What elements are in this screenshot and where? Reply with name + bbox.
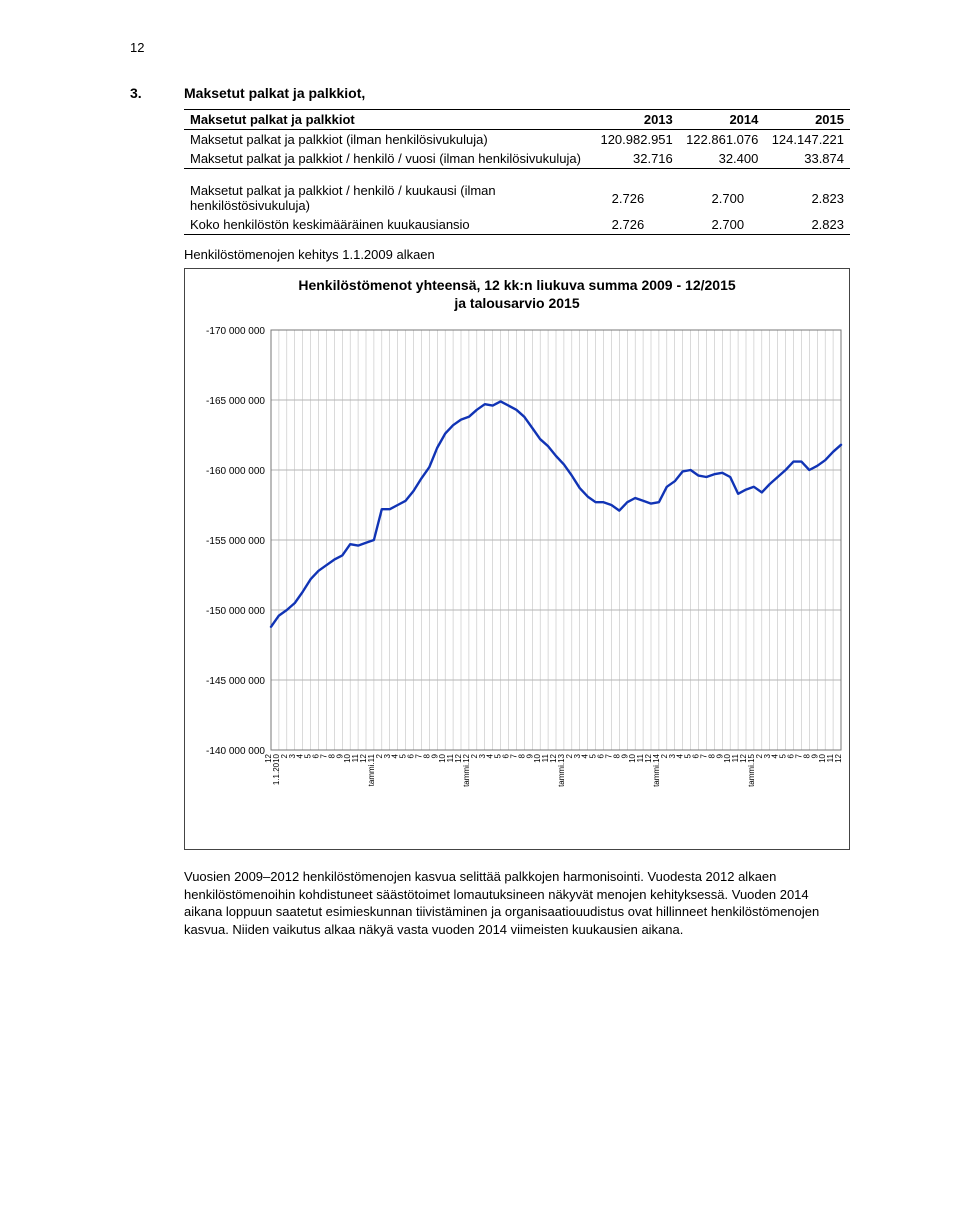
table-paid-salaries: Maksetut palkat ja palkkiot 2013 2014 20… [184,109,850,169]
td-value: 122.861.076 [679,130,765,150]
th-year: 2014 [679,110,765,130]
td-label: Maksetut palkat ja palkkiot / henkilö / … [184,181,550,215]
chart-title: Henkilöstömenot yhteensä, 12 kk:n liukuv… [191,277,843,312]
td-value: 2.726 [550,215,650,235]
td-value: 32.716 [593,149,679,169]
table-row: Maksetut palkat ja palkkiot / henkilö / … [184,181,850,215]
td-value: 2.726 [550,181,650,215]
table-header-row: Maksetut palkat ja palkkiot 2013 2014 20… [184,110,850,130]
svg-text:12: 12 [834,753,843,762]
svg-text:-155 000 000: -155 000 000 [206,536,265,547]
svg-text:-150 000 000: -150 000 000 [206,606,265,617]
td-value: 2.823 [750,181,850,215]
td-value: 2.823 [750,215,850,235]
td-value: 2.700 [650,215,750,235]
td-value: 2.700 [650,181,750,215]
svg-text:-140 000 000: -140 000 000 [206,746,265,757]
td-label: Koko henkilöstön keskimääräinen kuukausi… [184,215,550,235]
td-value: 32.400 [679,149,765,169]
section-title: Maksetut palkat ja palkkiot, [184,85,365,101]
th-year: 2015 [764,110,850,130]
td-label: Maksetut palkat ja palkkiot (ilman henki… [184,130,593,150]
td-value: 124.147.221 [764,130,850,150]
svg-text:-145 000 000: -145 000 000 [206,676,265,687]
page: 12 3. Maksetut palkat ja palkkiot, Makse… [0,0,960,998]
section-number: 3. [130,85,160,101]
table-per-person: Maksetut palkat ja palkkiot / henkilö / … [184,181,850,235]
svg-text:-170 000 000: -170 000 000 [206,326,265,337]
body-paragraph: Vuosien 2009–2012 henkilöstömenojen kasv… [184,868,850,938]
page-number: 12 [130,40,850,55]
table-row: Maksetut palkat ja palkkiot / henkilö / … [184,149,850,169]
td-label: Maksetut palkat ja palkkiot / henkilö / … [184,149,593,169]
content: Maksetut palkat ja palkkiot 2013 2014 20… [184,109,850,938]
table-row: Koko henkilöstön keskimääräinen kuukausi… [184,215,850,235]
chart-container: Henkilöstömenot yhteensä, 12 kk:n liukuv… [184,268,850,850]
th-label: Maksetut palkat ja palkkiot [184,110,593,130]
section-heading: 3. Maksetut palkat ja palkkiot, [130,85,850,101]
svg-text:-160 000 000: -160 000 000 [206,466,265,477]
td-value: 33.874 [764,149,850,169]
chart-svg: -170 000 000 -165 000 000 -160 000 000 -155… [191,320,851,840]
table-row: Maksetut palkat ja palkkiot (ilman henki… [184,130,850,150]
chart-caption: Henkilöstömenojen kehitys 1.1.2009 alkae… [184,247,850,262]
td-value: 120.982.951 [593,130,679,150]
th-year: 2013 [593,110,679,130]
svg-text:-165 000 000: -165 000 000 [206,396,265,407]
